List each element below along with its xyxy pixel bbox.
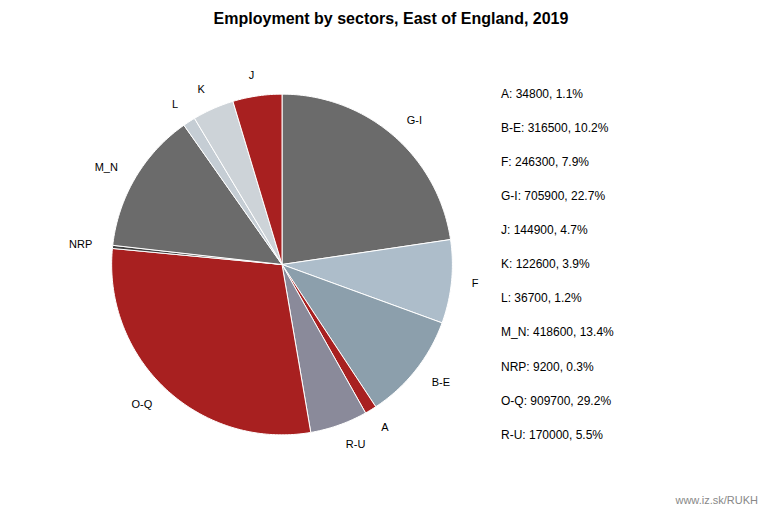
svg-text:O-Q: 909700, 29.2%: O-Q: 909700, 29.2%: [501, 394, 611, 408]
svg-text:F: 246300, 7.9%: F: 246300, 7.9%: [501, 155, 589, 169]
svg-text:NRP: 9200, 0.3%: NRP: 9200, 0.3%: [501, 360, 594, 374]
svg-text:K: 122600, 3.9%: K: 122600, 3.9%: [501, 257, 590, 271]
svg-text:B-E: 316500, 10.2%: B-E: 316500, 10.2%: [501, 121, 609, 135]
html-text:www.iz.sk/RUKH: www.iz.sk/RUKH: [675, 494, 758, 506]
svg-text:J: J: [249, 69, 255, 81]
svg-text:A: 34800, 1.1%: A: 34800, 1.1%: [501, 87, 583, 101]
svg-text:M_N: M_N: [95, 161, 118, 173]
svg-text:L: 36700, 1.2%: L: 36700, 1.2%: [501, 291, 582, 305]
svg-text:NRP: NRP: [69, 238, 92, 250]
svg-text:A: A: [381, 421, 389, 433]
svg-text:R-U: R-U: [346, 438, 366, 450]
svg-text:J: 144900, 4.7%: J: 144900, 4.7%: [501, 223, 588, 237]
svg-text:K: K: [198, 83, 206, 95]
svg-text:G-I: 705900, 22.7%: G-I: 705900, 22.7%: [501, 189, 605, 203]
svg-text:M_N: 418600, 13.4%: M_N: 418600, 13.4%: [501, 325, 614, 339]
html-text:Employment by sectors, East of: Employment by sectors, East of England, …: [213, 10, 569, 27]
svg-text:G-I: G-I: [407, 114, 422, 126]
svg-text:R-U: 170000, 5.5%: R-U: 170000, 5.5%: [501, 428, 603, 442]
svg-text:F: F: [472, 277, 479, 289]
svg-text:B-E: B-E: [432, 376, 450, 388]
svg-text:L: L: [172, 98, 178, 110]
svg-text:O-Q: O-Q: [131, 398, 152, 410]
